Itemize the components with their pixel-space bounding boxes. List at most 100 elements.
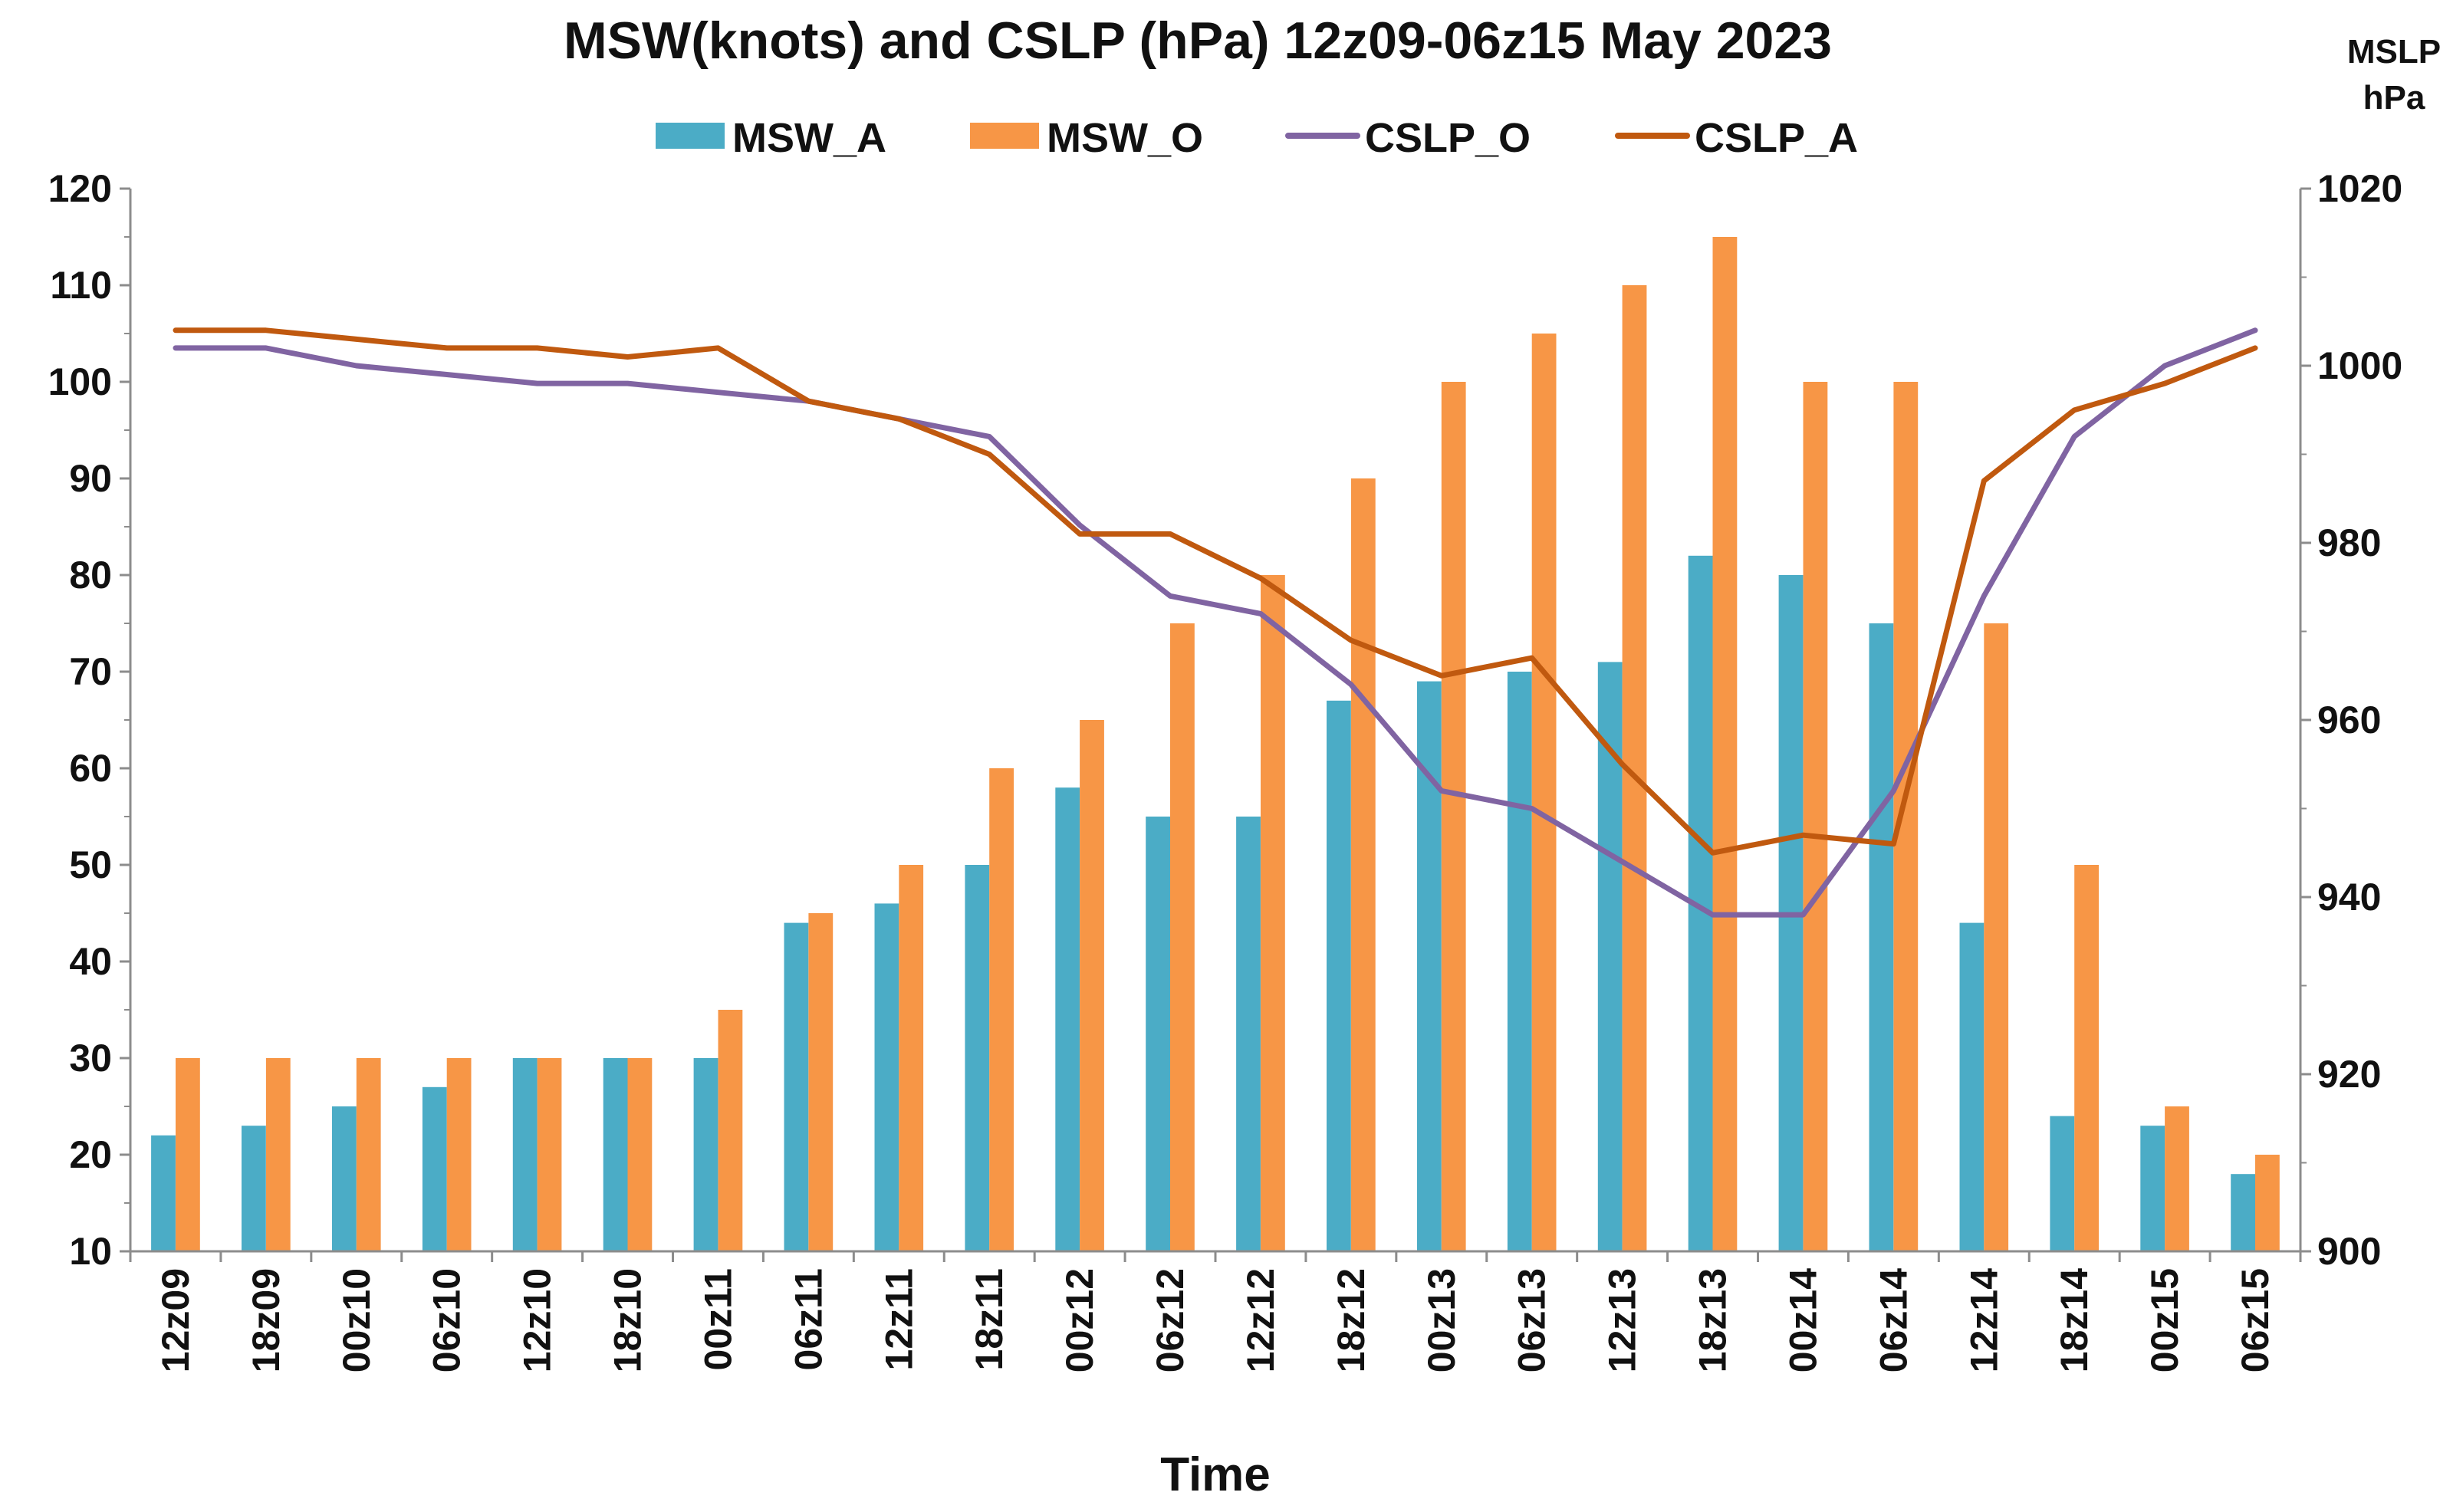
bar-msw-a-18z12 [1327,700,1351,1251]
bar-msw-a-00z11 [693,1058,719,1251]
bar-msw-a-06z14 [1869,623,1894,1251]
right-tick-label: 960 [2317,698,2381,741]
x-tick-label: 18z14 [2053,1268,2096,1372]
legend-label-cslp-a: CSLP_A [1695,115,1858,161]
x-tick-label: 18z09 [245,1268,288,1372]
left-tick-label: 60 [69,747,112,790]
legend: MSW_A MSW_O CSLP_O CSLP_A [656,115,1858,161]
right-tick-label: 940 [2317,876,2381,919]
bar-msw-a-12z12 [1236,817,1261,1251]
line-cslp-a [173,327,2258,856]
bar-layer [151,237,2280,1251]
left-tick-label: 120 [48,167,112,210]
x-tick-label: 06z14 [1872,1268,1915,1372]
x-tick-label: 12z09 [154,1268,197,1372]
x-tick-label: 12z13 [1601,1268,1644,1372]
left-tick-label: 10 [69,1230,112,1273]
bar-msw-o-06z14 [1893,382,1919,1251]
left-tick-label: 100 [48,360,112,403]
bar-msw-a-06z12 [1146,817,1170,1251]
bar-msw-o-00z13 [1441,382,1466,1251]
left-tick-label: 30 [69,1037,112,1080]
right-tick-label: 900 [2317,1230,2381,1273]
bar-msw-o-12z14 [1984,623,2009,1251]
left-tick-label: 90 [69,457,112,500]
legend-label-cslp-o: CSLP_O [1365,115,1531,161]
x-axis-title: Time [1160,1448,1271,1501]
bar-msw-o-00z10 [356,1058,381,1251]
bar-msw-o-06z13 [1531,334,1557,1251]
left-tick-label: 70 [69,650,112,693]
bar-msw-a-00z12 [1055,787,1080,1251]
bar-msw-o-12z09 [176,1058,200,1251]
x-axis-ticks: 12z09 18z09 00z10 06z10 12z10 18z10 00z11 06z11… [129,1251,2302,1372]
chart-title: MSW(knots) and CSLP (hPa) 12z09-06z15 Ma… [564,12,1832,70]
line-layer [173,327,2258,918]
bar-msw-o-18z14 [2074,865,2099,1251]
right-tick-label: 980 [2317,521,2381,564]
x-tick-label: 06z11 [787,1268,830,1370]
bar-msw-a-00z10 [332,1106,357,1251]
bar-msw-o-12z12 [1261,575,1285,1251]
line-cslp-o [173,327,2258,918]
bar-msw-a-06z15 [2231,1174,2255,1251]
x-tick-label: 00z15 [2143,1268,2186,1372]
bar-msw-o-18z09 [265,1058,291,1251]
bar-msw-o-06z15 [2255,1155,2280,1251]
bar-msw-a-00z15 [2140,1126,2165,1251]
x-tick-label: 06z10 [426,1268,469,1372]
bar-msw-a-12z11 [874,903,899,1251]
bar-msw-o-18z13 [1712,237,1738,1251]
bar-msw-o-00z14 [1803,382,1828,1251]
bar-msw-o-00z15 [2165,1106,2189,1251]
x-tick-label: 12z12 [1239,1268,1282,1372]
right-axis-title-line1: MSLP [2347,33,2441,71]
left-tick-label: 50 [69,843,112,886]
x-tick-label: 12z10 [516,1268,559,1372]
x-tick-label: 06z13 [1511,1268,1554,1372]
legend-label-msw-o: MSW_O [1047,115,1203,161]
right-tick-label: 920 [2317,1053,2381,1096]
x-tick-label: 18z11 [968,1268,1011,1370]
x-tick-label: 00z13 [1420,1268,1463,1372]
left-tick-label: 20 [69,1133,112,1176]
left-tick-label: 110 [50,264,112,307]
x-tick-label: 18z10 [607,1268,649,1372]
right-axis-title-line2: hPa [2363,79,2425,117]
bar-msw-a-18z14 [2050,1116,2075,1251]
x-tick-label: 06z15 [2234,1268,2277,1372]
bar-msw-a-18z09 [242,1126,266,1251]
right-axis-ticks: 900 920 940 960 980 1000 1020 [2300,167,2402,1273]
bar-msw-o-18z12 [1350,478,1376,1251]
bar-msw-a-06z11 [784,922,809,1251]
bar-msw-a-18z11 [965,865,990,1251]
bar-msw-o-00z11 [718,1010,743,1251]
bar-msw-a-12z09 [151,1135,176,1251]
bar-msw-o-00z12 [1080,720,1104,1251]
bar-msw-o-06z12 [1170,623,1195,1251]
bar-msw-a-12z14 [1959,922,1985,1251]
bar-msw-o-18z10 [627,1058,653,1251]
bar-msw-a-06z10 [422,1086,447,1251]
legend-label-msw-a: MSW_A [732,115,886,161]
right-tick-label: 1000 [2317,344,2402,387]
bar-msw-o-12z11 [899,865,924,1251]
x-tick-label: 00z12 [1058,1268,1101,1372]
bar-msw-a-12z10 [512,1058,538,1251]
x-tick-label: 18z12 [1330,1268,1373,1372]
x-tick-label: 00z10 [335,1268,378,1372]
bar-msw-o-18z11 [989,768,1014,1251]
x-tick-label: 06z12 [1149,1268,1192,1372]
bar-msw-o-06z10 [446,1058,472,1251]
bar-msw-o-06z11 [808,913,834,1251]
x-tick-label: 00z14 [1782,1268,1825,1372]
left-tick-label: 80 [69,554,112,597]
x-tick-label: 12z11 [877,1268,920,1370]
x-tick-label: 12z14 [1962,1268,2005,1372]
x-tick-label: 18z13 [1692,1268,1735,1372]
bar-msw-a-18z10 [603,1058,628,1251]
x-tick-label: 00z11 [697,1268,740,1370]
bar-msw-o-12z10 [537,1058,562,1251]
left-axis-ticks: 10 20 30 40 50 60 70 80 90 100 110 120 [48,167,130,1273]
